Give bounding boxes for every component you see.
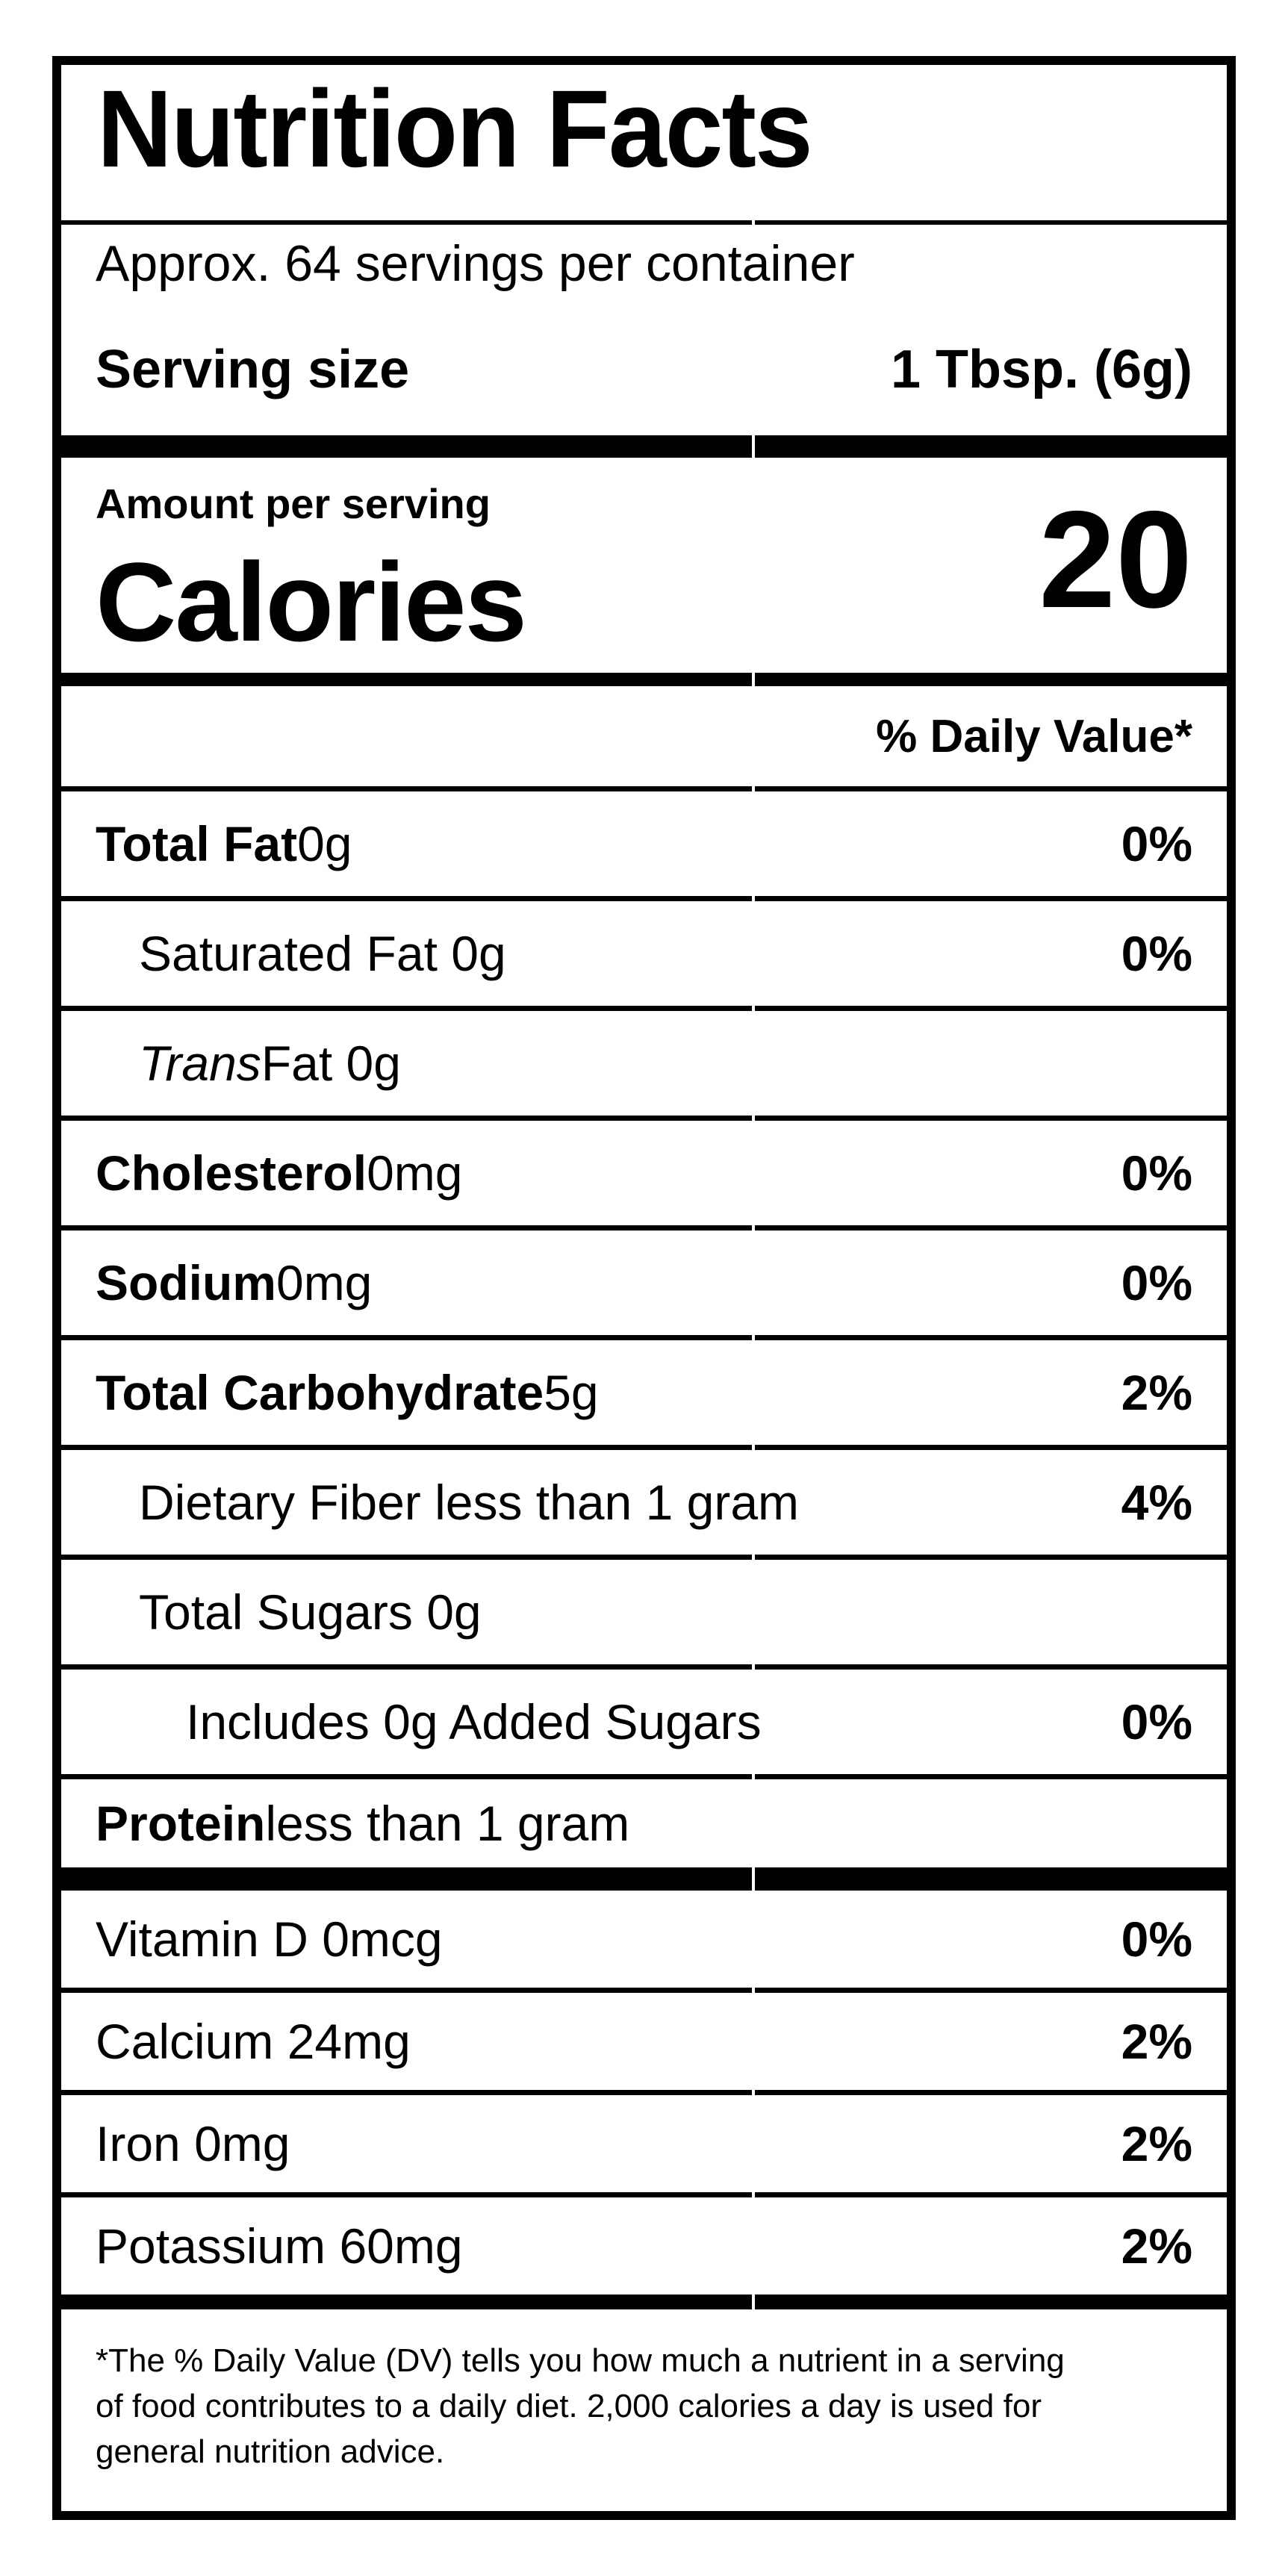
calories-label: Calories xyxy=(96,539,527,665)
nutrient-name-rest: 5g xyxy=(544,1365,599,1420)
nutrient-name-rest: Saturated Fat 0g xyxy=(139,926,506,981)
nutrient-name: Protein less than 1 gram xyxy=(61,1779,752,1867)
vitamin-pct: 2% xyxy=(1121,2218,1192,2274)
calories-left: Amount per serving Calories xyxy=(61,458,752,673)
label-title: Nutrition Facts xyxy=(97,68,813,190)
medium-bar xyxy=(61,2295,1227,2309)
nutrient-name-bold: Protein xyxy=(96,1796,266,1851)
daily-value-header-row: % Daily Value* xyxy=(61,686,1227,786)
nutrient-row-cholesterol: Cholesterol 0mg 0% xyxy=(61,1121,1227,1225)
footnote-line: general nutrition advice. xyxy=(96,2433,445,2470)
vitamin-pct: 2% xyxy=(1121,2116,1192,2171)
title-divider xyxy=(61,220,1227,225)
nutrient-name: Saturated Fat 0g xyxy=(61,901,752,1006)
nutrient-pct: 4% xyxy=(1121,1475,1192,1530)
nutrient-pct: 0% xyxy=(1121,1145,1192,1201)
serving-size-value: 1 Tbsp. (6g) xyxy=(890,340,1192,399)
nutrient-name: Total Fat 0g xyxy=(61,791,752,896)
row-divider xyxy=(61,1335,1227,1340)
thick-bar xyxy=(61,1867,1227,1891)
row-divider xyxy=(61,1555,1227,1560)
nutrient-row-saturated-fat: Saturated Fat 0g 0% xyxy=(61,901,1227,1006)
nutrient-name-rest: Total Sugars 0g xyxy=(139,1584,482,1640)
nutrient-pct: 2% xyxy=(1121,1365,1192,1420)
nutrient-name-rest: Dietary Fiber less than 1 gram xyxy=(139,1475,800,1530)
calories-row: Amount per serving Calories 20 xyxy=(61,458,1227,673)
nutrient-row-protein: Protein less than 1 gram xyxy=(61,1779,1227,1867)
nutrient-pct: 0% xyxy=(1121,1694,1192,1749)
serving-size-label: Serving size xyxy=(96,340,410,399)
row-divider xyxy=(61,2090,1227,2095)
servings-per-container: Approx. 64 servings per container xyxy=(96,235,855,292)
amount-per-serving-label: Amount per serving xyxy=(96,480,491,527)
row-divider xyxy=(61,1006,1227,1011)
nutrient-name-bold: Cholesterol xyxy=(96,1145,367,1201)
row-divider xyxy=(61,1445,1227,1450)
row-divider xyxy=(61,896,1227,901)
nutrient-name-bold: Sodium xyxy=(96,1255,276,1310)
nutrient-row-total-sugars: Total Sugars 0g xyxy=(61,1560,1227,1664)
nutrient-name-rest: less than 1 gram xyxy=(265,1796,630,1851)
vitamin-pct: 0% xyxy=(1121,1911,1192,1967)
vitamin-row-calcium: Calcium 24mg 2% xyxy=(61,1993,1227,2090)
vitamin-name: Calcium 24mg xyxy=(96,2014,411,2069)
thick-bar xyxy=(61,435,1227,458)
vitamin-pct: 2% xyxy=(1121,2014,1192,2069)
serving-size-row: Serving size 1 Tbsp. (6g) xyxy=(61,337,1227,435)
nutrient-row-added-sugars: Includes 0g Added Sugars 0% xyxy=(61,1670,1227,1774)
calories-value: 20 xyxy=(1039,483,1192,637)
nutrient-pct: 0% xyxy=(1121,816,1192,871)
footnote-line: *The % Daily Value (DV) tells you how mu… xyxy=(96,2342,1065,2379)
row-divider xyxy=(61,1225,1227,1231)
row-divider xyxy=(61,1664,1227,1670)
footnote-line: of food contributes to a daily diet. 2,0… xyxy=(96,2388,1042,2424)
nutrient-pct xyxy=(755,1560,1227,1664)
nutrient-row-sodium: Sodium 0mg 0% xyxy=(61,1231,1227,1335)
nutrient-pct xyxy=(755,1779,1227,1867)
vitamin-row-potassium: Potassium 60mg 2% xyxy=(61,2197,1227,2295)
nutrient-row-total-carbohydrate: Total Carbohydrate 5g 2% xyxy=(61,1340,1227,1445)
nutrient-pct: 0% xyxy=(1121,926,1192,981)
nutrient-row-dietary-fiber: Dietary Fiber less than 1 gram 4% xyxy=(61,1450,1227,1555)
row-divider xyxy=(61,2192,1227,2197)
nutrient-name-bold: Total Fat xyxy=(96,816,298,871)
row-divider xyxy=(61,1116,1227,1121)
nutrient-pct: 0% xyxy=(1121,1255,1192,1310)
row-divider xyxy=(61,1988,1227,1993)
nutrient-name: Trans Fat 0g xyxy=(61,1011,752,1116)
nutrient-name: Total Sugars 0g xyxy=(61,1560,752,1664)
daily-value-header: % Daily Value* xyxy=(876,710,1192,762)
nutrient-name-rest: 0mg xyxy=(276,1255,373,1310)
title-row: Nutrition Facts xyxy=(61,65,1227,220)
nutrient-name: Sodium 0mg xyxy=(61,1231,752,1335)
vitamin-row-iron: Iron 0mg 2% xyxy=(61,2095,1227,2192)
nutrient-name: Includes 0g Added Sugars xyxy=(61,1670,762,1774)
row-divider xyxy=(61,786,1227,791)
nutrient-name: Dietary Fiber less than 1 gram xyxy=(61,1450,799,1555)
daily-value-footnote: *The % Daily Value (DV) tells you how mu… xyxy=(61,2309,1227,2511)
nutrient-name-rest: 0g xyxy=(297,816,352,871)
nutrient-row-total-fat: Total Fat 0g 0% xyxy=(61,791,1227,896)
row-divider xyxy=(61,1774,1227,1779)
nutrient-name-rest: Includes 0g Added Sugars xyxy=(186,1694,762,1749)
vitamin-name: Vitamin D 0mcg xyxy=(96,1911,443,1967)
nutrient-row-trans-fat: Trans Fat 0g xyxy=(61,1011,1227,1116)
nutrient-name-rest: 0mg xyxy=(367,1145,463,1201)
nutrient-name: Total Carbohydrate 5g xyxy=(61,1340,752,1445)
vitamin-row-vitamin-d: Vitamin D 0mcg 0% xyxy=(61,1891,1227,1988)
vitamin-name: Potassium 60mg xyxy=(96,2218,463,2274)
nutrient-name-italic: Trans xyxy=(139,1036,261,1091)
nutrient-name: Cholesterol 0mg xyxy=(61,1121,752,1225)
nutrient-pct xyxy=(755,1011,1227,1116)
vitamin-name: Iron 0mg xyxy=(96,2116,290,2171)
medium-bar xyxy=(61,673,1227,686)
nutrient-name-rest: Fat 0g xyxy=(261,1036,401,1091)
nutrient-name-bold: Total Carbohydrate xyxy=(96,1365,544,1420)
nutrition-facts-label: Nutrition Facts Approx. 64 servings per … xyxy=(52,56,1236,2520)
